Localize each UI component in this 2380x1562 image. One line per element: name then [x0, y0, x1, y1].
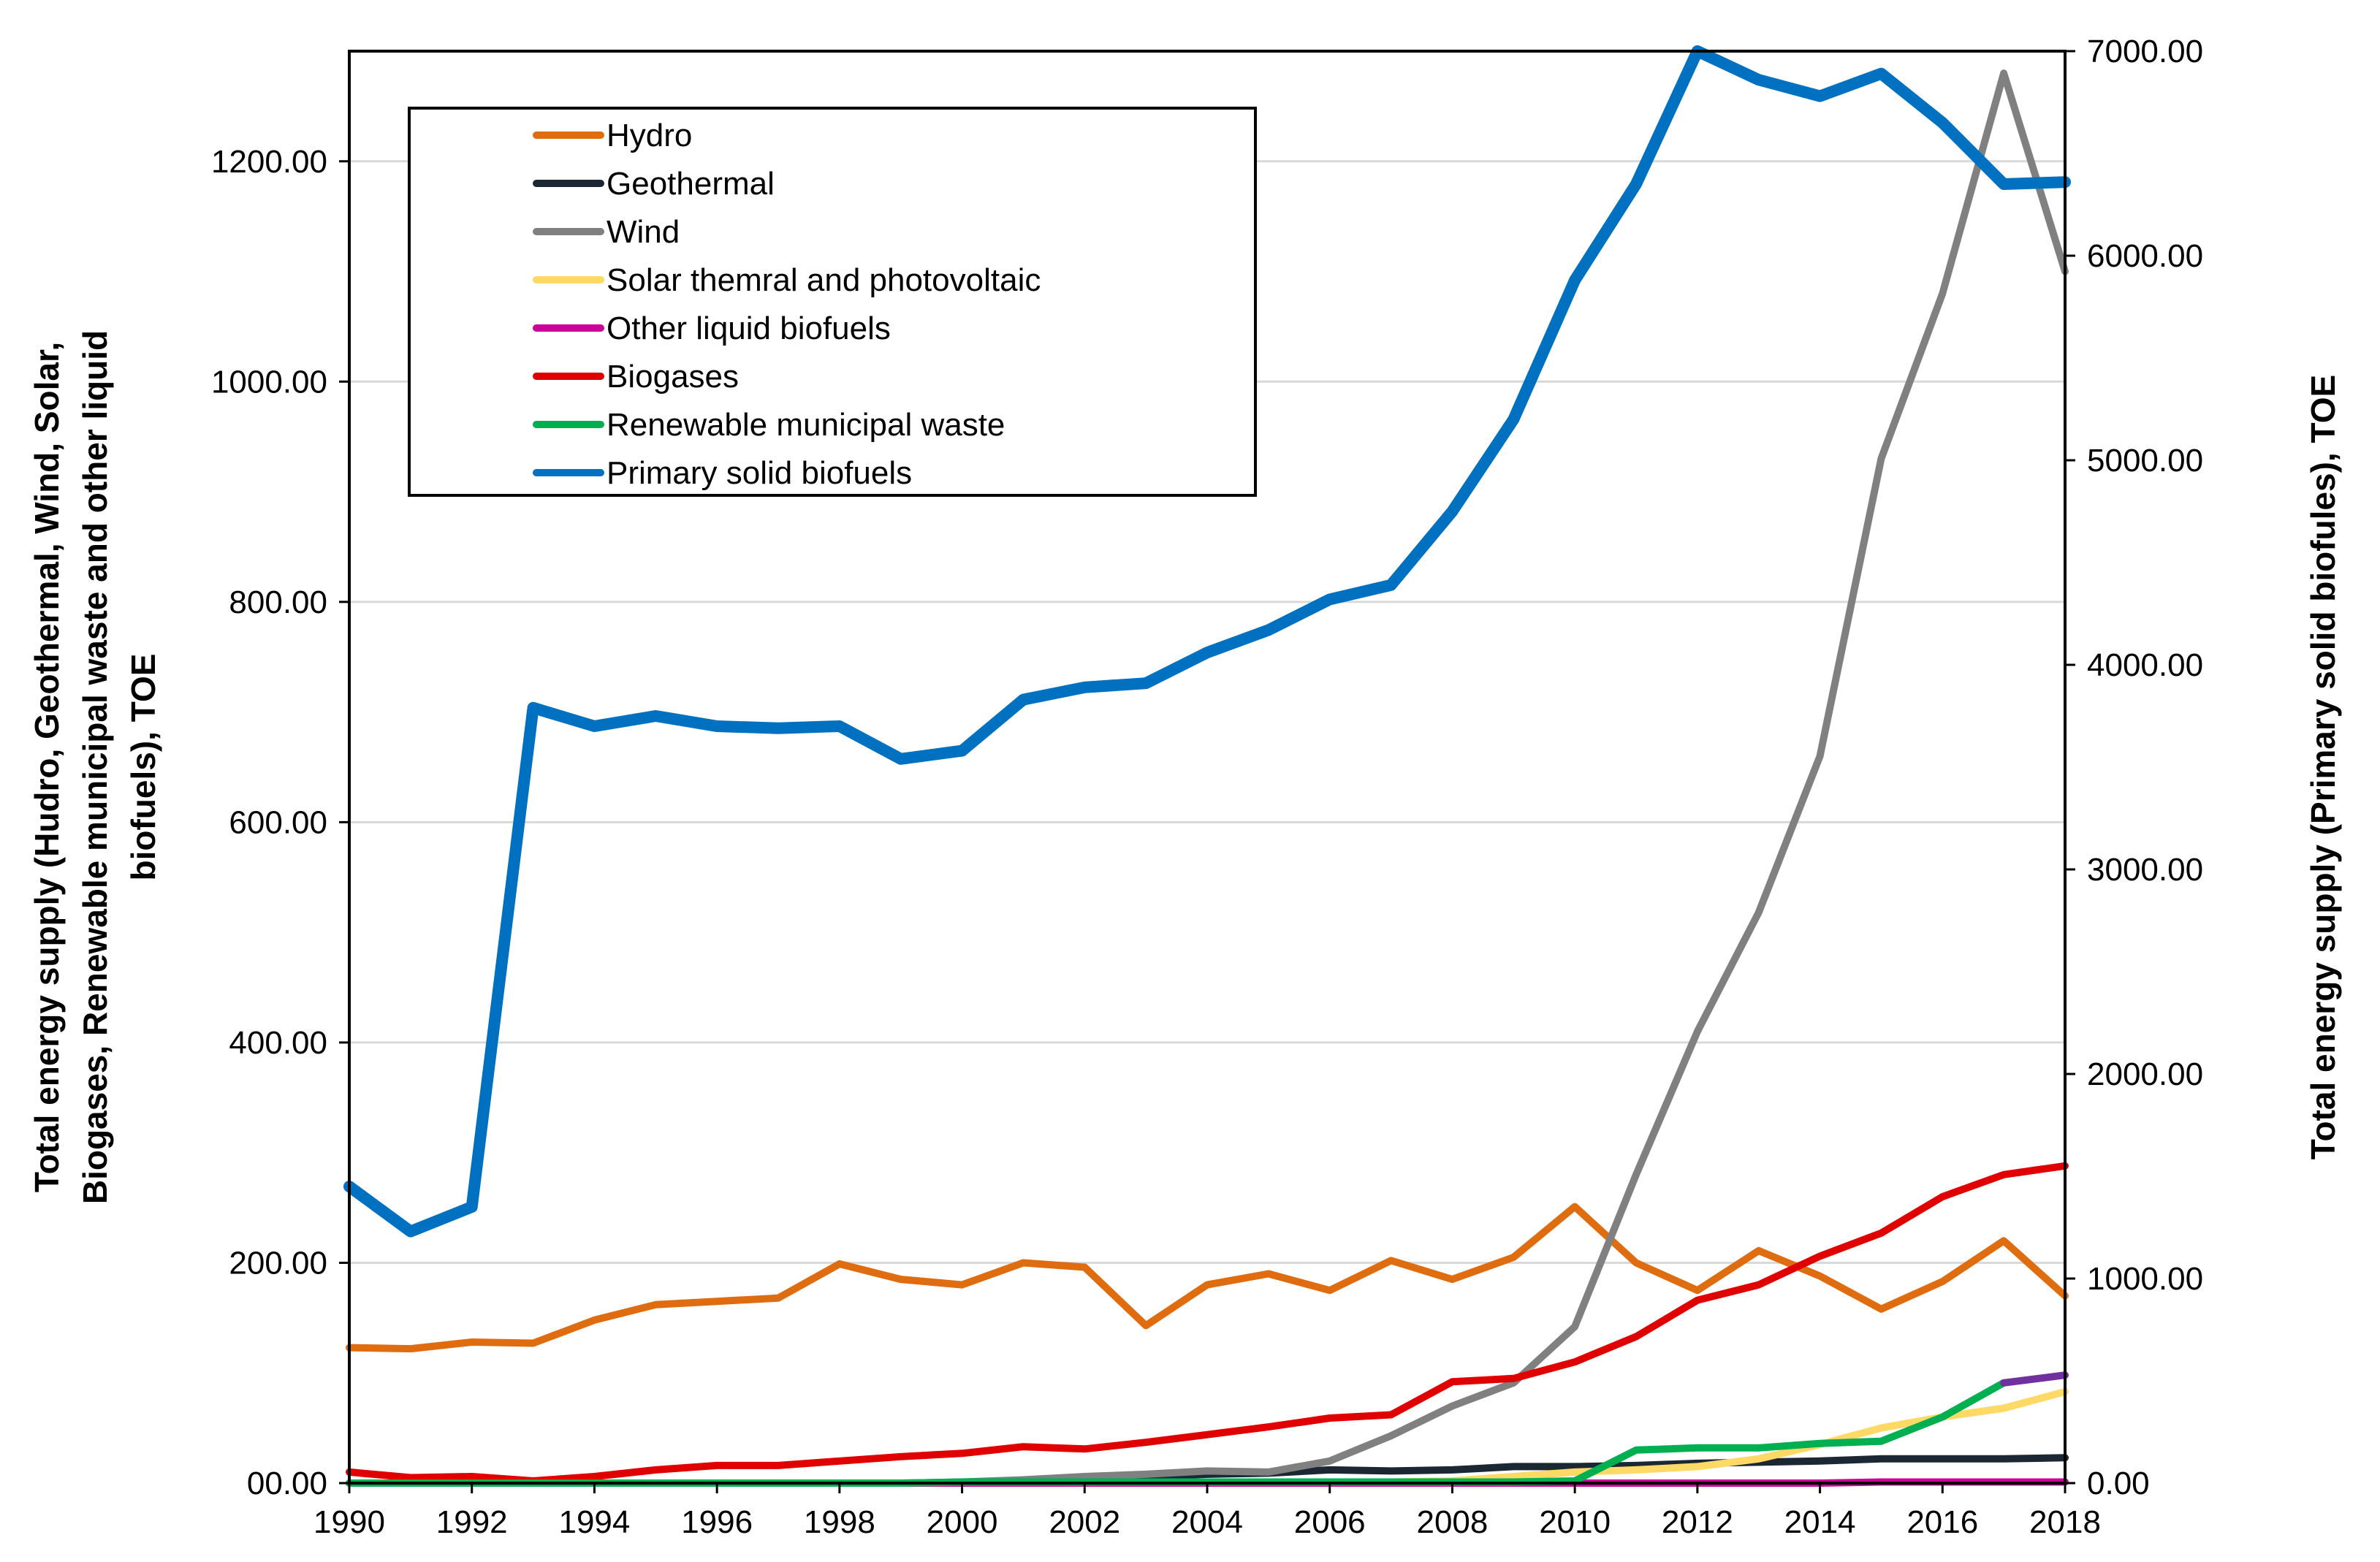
legend-label: Wind: [607, 214, 680, 250]
left-axis-ticks: 00.00 200.00 400.00 600.00 800.00 1000.00 1200…: [211, 144, 349, 1501]
x-tick-label: 2008: [1416, 1504, 1488, 1540]
legend-label: Geothermal: [607, 166, 775, 202]
legend-box: [408, 107, 1257, 497]
x-tick-label: 1996: [681, 1504, 753, 1540]
left-tick-label: 1000.00: [211, 364, 327, 400]
legend-label: Renewable municipal waste: [607, 407, 1005, 443]
right-tick-label: 3000.00: [2087, 852, 2203, 888]
series-line: [346, 1203, 2069, 1353]
x-tick-label: 2004: [1171, 1504, 1243, 1540]
left-tick-label: 00.00: [247, 1466, 327, 1501]
x-tick-label: 1998: [804, 1504, 875, 1540]
series-line: [343, 45, 2071, 1238]
left-tick-label: 600.00: [229, 804, 327, 840]
x-tick-label: 1990: [313, 1504, 385, 1540]
left-axis-title: Total energy supply (Hudro, Geothermal, …: [28, 330, 162, 1204]
x-tick-label: 1992: [436, 1504, 508, 1540]
left-axis-title-line: biofuels), TOE: [124, 654, 162, 881]
right-tick-label: 0.00: [2087, 1466, 2150, 1501]
x-tick-label: 2014: [1784, 1504, 1856, 1540]
x-tick-label: 2010: [1539, 1504, 1611, 1540]
left-tick-label: 400.00: [229, 1025, 327, 1061]
right-tick-label: 5000.00: [2087, 443, 2203, 479]
legend-label: Hydro: [607, 118, 692, 153]
right-axis-title: Total energy supply (Primary solid biofu…: [2304, 375, 2342, 1159]
right-axis-ticks: 0.00 1000.00 2000.00 3000.00 4000.00 5000.00 6…: [2065, 34, 2203, 1501]
left-tick-label: 1200.00: [211, 144, 327, 180]
x-axis-ticks: 1990 1992 1994 1996 1998 2000 2002 2004 2006 2008…: [313, 1483, 2101, 1540]
series-line: [346, 1162, 2069, 1485]
x-tick-label: 2000: [927, 1504, 998, 1540]
left-tick-label: 800.00: [229, 584, 327, 620]
right-axis-title: Total energy supply (Primary solid biofu…: [2304, 375, 2342, 1159]
legend-label: Other liquid biofuels: [607, 311, 891, 346]
x-tick-label: 1994: [558, 1504, 630, 1540]
series-line: [2000, 1371, 2069, 1387]
left-axis-title-line: Total energy supply (Hudro, Geothermal, …: [28, 342, 66, 1192]
left-axis-title-line: Biogases, Renewable municipal waste and …: [76, 330, 114, 1204]
x-tick-label: 2006: [1294, 1504, 1366, 1540]
x-tick-label: 2012: [1662, 1504, 1733, 1540]
x-tick-label: 2018: [2029, 1504, 2101, 1540]
x-tick-label: 2002: [1049, 1504, 1120, 1540]
legend-label: Biogases: [607, 359, 739, 395]
right-tick-label: 4000.00: [2087, 647, 2203, 683]
left-tick-label: 200.00: [229, 1245, 327, 1281]
legend-label: Solar themral and photovoltaic: [607, 262, 1041, 298]
series-line: [346, 1379, 2008, 1487]
right-tick-label: 6000.00: [2087, 238, 2203, 274]
legend-label: Primary solid biofuels: [607, 455, 912, 491]
x-tick-label: 2016: [1906, 1504, 1978, 1540]
legend: Hydro Geothermal Wind Solar themral and pho…: [408, 107, 1257, 497]
right-tick-label: 1000.00: [2087, 1261, 2203, 1297]
right-tick-label: 7000.00: [2087, 34, 2203, 69]
right-tick-label: 2000.00: [2087, 1056, 2203, 1092]
